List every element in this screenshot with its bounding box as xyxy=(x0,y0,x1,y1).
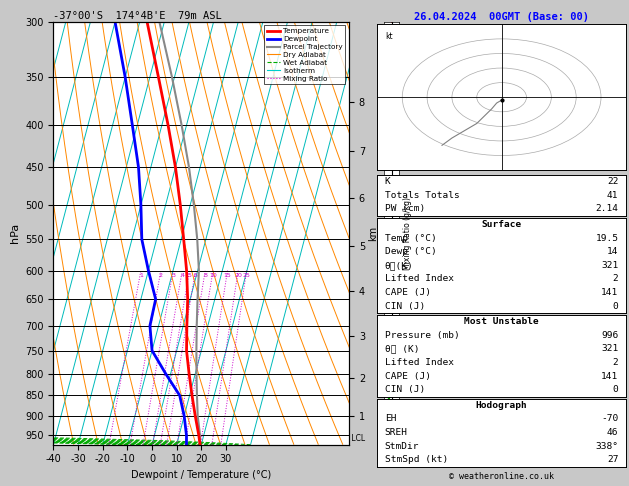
Text: LCL: LCL xyxy=(349,434,365,443)
Text: 0: 0 xyxy=(613,385,618,394)
Text: 20: 20 xyxy=(234,273,242,278)
Text: -37°00'S  174°4B'E  79m ASL: -37°00'S 174°4B'E 79m ASL xyxy=(53,11,222,21)
Text: Temp (°C): Temp (°C) xyxy=(385,234,437,243)
Text: 2: 2 xyxy=(613,358,618,367)
Text: Hodograph: Hodograph xyxy=(476,401,528,410)
X-axis label: Dewpoint / Temperature (°C): Dewpoint / Temperature (°C) xyxy=(131,470,271,480)
Text: 3: 3 xyxy=(171,273,175,278)
Text: CIN (J): CIN (J) xyxy=(385,302,425,311)
Text: CIN (J): CIN (J) xyxy=(385,385,425,394)
Text: K: K xyxy=(385,177,391,186)
Text: Mixing Ratio (g/kg): Mixing Ratio (g/kg) xyxy=(403,197,411,270)
Text: 25: 25 xyxy=(243,273,250,278)
Text: 19.5: 19.5 xyxy=(596,234,618,243)
Text: 22: 22 xyxy=(607,177,618,186)
Text: Most Unstable: Most Unstable xyxy=(464,317,539,326)
Text: 2: 2 xyxy=(613,275,618,283)
Text: StmSpd (kt): StmSpd (kt) xyxy=(385,455,448,464)
Text: 1: 1 xyxy=(139,273,143,278)
Text: 46: 46 xyxy=(607,428,618,437)
Text: Totals Totals: Totals Totals xyxy=(385,191,460,200)
Text: CAPE (J): CAPE (J) xyxy=(385,372,431,381)
Text: 41: 41 xyxy=(607,191,618,200)
Text: Pressure (mb): Pressure (mb) xyxy=(385,331,460,340)
Text: StmDir: StmDir xyxy=(385,442,420,451)
Text: 0: 0 xyxy=(613,302,618,311)
Y-axis label: hPa: hPa xyxy=(9,223,19,243)
Text: © weatheronline.co.uk: © weatheronline.co.uk xyxy=(449,472,554,481)
Text: 2: 2 xyxy=(159,273,163,278)
Text: Surface: Surface xyxy=(482,220,521,229)
Text: SREH: SREH xyxy=(385,428,408,437)
Text: PW (cm): PW (cm) xyxy=(385,205,425,213)
Text: -70: -70 xyxy=(601,415,618,423)
Text: Lifted Index: Lifted Index xyxy=(385,358,454,367)
Text: θᴇ(K): θᴇ(K) xyxy=(385,261,414,270)
Legend: Temperature, Dewpoint, Parcel Trajectory, Dry Adiabat, Wet Adiabat, Isotherm, Mi: Temperature, Dewpoint, Parcel Trajectory… xyxy=(264,25,345,85)
Text: 8: 8 xyxy=(203,273,207,278)
Text: 996: 996 xyxy=(601,331,618,340)
Text: 141: 141 xyxy=(601,288,618,297)
Text: 6: 6 xyxy=(194,273,198,278)
Text: CAPE (J): CAPE (J) xyxy=(385,288,431,297)
Text: 26.04.2024  00GMT (Base: 00): 26.04.2024 00GMT (Base: 00) xyxy=(414,12,589,22)
Text: 141: 141 xyxy=(601,372,618,381)
Text: 338°: 338° xyxy=(596,442,618,451)
Text: 14: 14 xyxy=(607,247,618,256)
Text: 321: 321 xyxy=(601,345,618,353)
Y-axis label: km
ASL: km ASL xyxy=(368,224,389,243)
Text: kt: kt xyxy=(385,32,392,41)
Text: 15: 15 xyxy=(224,273,231,278)
Text: 27: 27 xyxy=(607,455,618,464)
Text: Lifted Index: Lifted Index xyxy=(385,275,454,283)
Text: 4: 4 xyxy=(181,273,184,278)
Text: 5: 5 xyxy=(187,273,191,278)
Text: 10: 10 xyxy=(209,273,217,278)
Text: θᴇ (K): θᴇ (K) xyxy=(385,345,420,353)
Text: EH: EH xyxy=(385,415,396,423)
Text: 2.14: 2.14 xyxy=(596,205,618,213)
Text: 321: 321 xyxy=(601,261,618,270)
Text: Dewp (°C): Dewp (°C) xyxy=(385,247,437,256)
